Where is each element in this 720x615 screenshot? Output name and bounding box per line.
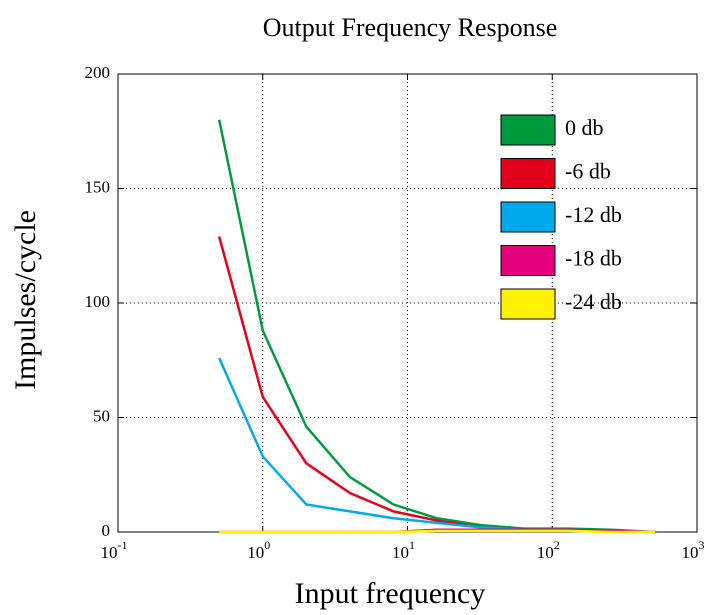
series-line: [217, 236, 655, 534]
x-tick-label: 100: [247, 538, 270, 562]
x-tick-base: 10: [392, 543, 409, 562]
x-tick-label: 101: [392, 538, 415, 562]
legend-label: 0 db: [565, 115, 604, 140]
x-tick-label: 103: [682, 538, 705, 562]
x-tick-label: 102: [537, 538, 560, 562]
legend-label: -18 db: [565, 246, 622, 271]
y-tick-label: 50: [93, 406, 110, 425]
x-tick-exponent: -1: [118, 538, 128, 552]
legend-swatch: [500, 158, 556, 189]
legend-swatch: [500, 114, 556, 146]
y-tick-label: 100: [85, 292, 111, 311]
legend-swatch: [500, 288, 556, 320]
x-axis-label: Input frequency: [295, 577, 486, 610]
series-line: [219, 529, 655, 534]
y-tick-label: 150: [85, 177, 111, 196]
x-tick-base: 10: [682, 543, 699, 562]
x-tick-exponent: 2: [554, 538, 560, 552]
legend-label: -24 db: [565, 289, 622, 314]
x-tick-exponent: 0: [264, 538, 270, 552]
x-tick-exponent: 3: [699, 538, 705, 552]
y-tick-label: 200: [85, 63, 111, 82]
legend-label: -6 db: [565, 159, 611, 184]
legend-swatch: [500, 245, 556, 276]
x-tick-base: 10: [101, 543, 118, 562]
x-tick-base: 10: [247, 543, 264, 562]
series-line: [218, 357, 655, 534]
chart-title: Output Frequency Response: [263, 13, 558, 42]
y-axis-label: Impulses/cycle: [9, 210, 42, 390]
x-tick-exponent: 1: [409, 538, 415, 552]
y-tick-label: 0: [102, 521, 111, 540]
legend-label: -12 db: [565, 202, 622, 227]
legend-swatch: [500, 201, 556, 233]
x-tick-label: 10-1: [101, 538, 128, 562]
x-tick-base: 10: [537, 543, 554, 562]
